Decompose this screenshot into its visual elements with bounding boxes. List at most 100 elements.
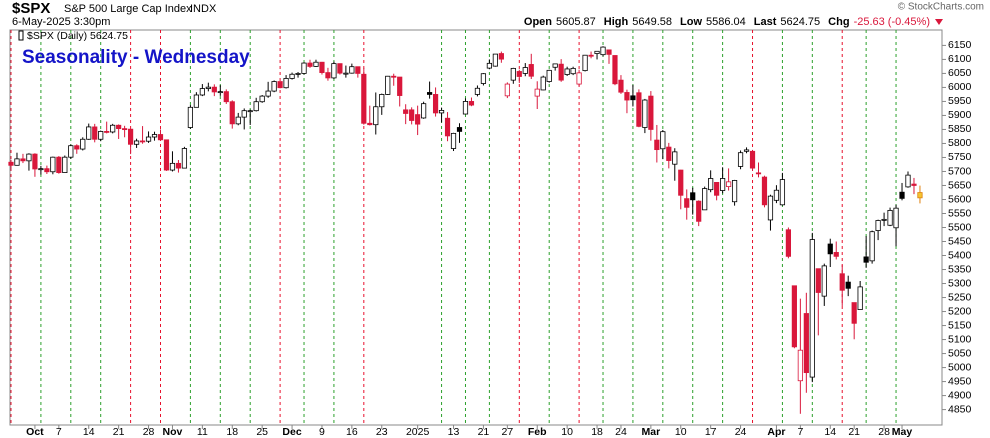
candle-body bbox=[498, 53, 504, 60]
candle-body bbox=[833, 252, 839, 257]
candle-body bbox=[181, 148, 188, 169]
candle-body bbox=[564, 68, 570, 75]
candle-body bbox=[32, 153, 38, 170]
x-tick-label: 16 bbox=[346, 426, 358, 438]
candle-body bbox=[110, 124, 116, 133]
candle-body bbox=[492, 53, 498, 67]
quote-label: Open bbox=[524, 16, 552, 28]
candle-body bbox=[893, 207, 899, 229]
candle-body bbox=[911, 183, 917, 186]
y-tick-label: 5600 bbox=[948, 193, 972, 205]
candle-body bbox=[385, 75, 391, 95]
candle-body bbox=[690, 192, 696, 201]
copyright: © StockCharts.com bbox=[898, 2, 984, 13]
x-tick-label: 25 bbox=[256, 426, 268, 438]
overlay-title: Seasonality - Wednesday bbox=[22, 47, 250, 68]
candle-body bbox=[720, 178, 726, 191]
candle-body bbox=[702, 188, 708, 211]
candle-body bbox=[881, 218, 887, 221]
candle-body bbox=[432, 94, 439, 114]
y-tick-label: 5200 bbox=[948, 305, 972, 317]
x-tick-label: 21 bbox=[113, 426, 125, 438]
x-tick-label: 10 bbox=[675, 426, 687, 438]
candle-body bbox=[193, 94, 199, 108]
candle-body bbox=[630, 95, 636, 101]
x-tick-label: 10 bbox=[561, 426, 573, 438]
x-tick-label: Apr bbox=[767, 426, 785, 438]
candle-body bbox=[92, 126, 98, 140]
candle-body bbox=[869, 231, 875, 262]
candle-body bbox=[379, 94, 385, 108]
candle-body bbox=[313, 61, 319, 67]
y-tick-label: 4950 bbox=[948, 375, 972, 387]
candle-body bbox=[349, 66, 355, 74]
quote-label: Low bbox=[680, 16, 702, 28]
candle-body bbox=[546, 69, 552, 82]
candle-body bbox=[145, 136, 152, 142]
candle-body bbox=[223, 91, 229, 103]
candle-body bbox=[133, 140, 140, 145]
candle-body bbox=[755, 172, 762, 175]
x-tick-label: 14 bbox=[83, 426, 95, 438]
y-tick-label: 5000 bbox=[948, 361, 972, 373]
candles bbox=[8, 46, 923, 414]
candle-body bbox=[116, 124, 122, 130]
x-tick-label: Feb bbox=[528, 426, 547, 438]
candle-body bbox=[331, 63, 337, 79]
y-tick-label: 5650 bbox=[948, 179, 972, 191]
candle-body bbox=[403, 109, 409, 114]
y-tick-label: 5400 bbox=[948, 249, 972, 261]
candle-body bbox=[38, 168, 44, 171]
y-tick-label: 5500 bbox=[948, 221, 972, 233]
candle-body bbox=[887, 210, 893, 226]
candle-body bbox=[289, 73, 295, 79]
candle-body bbox=[468, 101, 475, 106]
candle-body bbox=[175, 162, 182, 169]
axes: 4850 4900 4950 5000 5050 5100 5150 5200 5250 5300… bbox=[26, 39, 971, 438]
candle-body bbox=[157, 134, 164, 141]
candle-body bbox=[624, 92, 630, 101]
candle-body bbox=[391, 75, 397, 78]
quote-line: Open 5605.87 High 5649.58 Low 5586.04 Last 5624… bbox=[524, 16, 930, 28]
candle-body bbox=[815, 268, 821, 293]
candle-body bbox=[558, 63, 564, 81]
candle-body bbox=[540, 76, 546, 91]
candle-body bbox=[773, 189, 780, 201]
x-tick-label: 11 bbox=[197, 426, 208, 438]
candle-body bbox=[8, 161, 14, 166]
candle-body bbox=[672, 151, 678, 165]
candle-body bbox=[127, 128, 134, 145]
candle-body bbox=[528, 64, 534, 77]
candle-body bbox=[247, 110, 253, 113]
candle-body bbox=[80, 138, 86, 150]
candle-body bbox=[803, 313, 809, 374]
y-tick-label: 6100 bbox=[948, 53, 972, 65]
candle-body bbox=[726, 181, 732, 187]
x-tick-label: 21 bbox=[848, 426, 860, 438]
candle-body bbox=[779, 179, 786, 206]
x-tick-label: Mar bbox=[642, 426, 661, 438]
y-tick-label: 5800 bbox=[948, 137, 972, 149]
candle-body bbox=[594, 50, 600, 54]
candle-body bbox=[462, 101, 469, 115]
candle-body bbox=[295, 73, 301, 75]
candle-body bbox=[731, 180, 738, 203]
quote-date: 6-May-2025 3:30pm bbox=[12, 16, 110, 28]
candle-body bbox=[708, 178, 714, 191]
x-tick-label: 24 bbox=[615, 426, 627, 438]
candle-body bbox=[743, 149, 750, 152]
quote-value: 5586.04 bbox=[706, 16, 746, 28]
candle-body bbox=[480, 73, 487, 84]
x-tick-label: 27 bbox=[501, 426, 513, 438]
x-tick-label: Nov bbox=[163, 426, 183, 438]
y-tick-label: 5050 bbox=[948, 347, 972, 359]
candle-body bbox=[104, 131, 110, 133]
y-tick-label: 6050 bbox=[948, 67, 972, 79]
x-tick-label: 2025 bbox=[406, 426, 430, 438]
quote-value: 5649.58 bbox=[632, 16, 672, 28]
legend-label: $SPX (Daily) 5624.75 bbox=[27, 30, 128, 42]
quote-label: Last bbox=[754, 16, 777, 28]
candle-body bbox=[875, 220, 881, 231]
